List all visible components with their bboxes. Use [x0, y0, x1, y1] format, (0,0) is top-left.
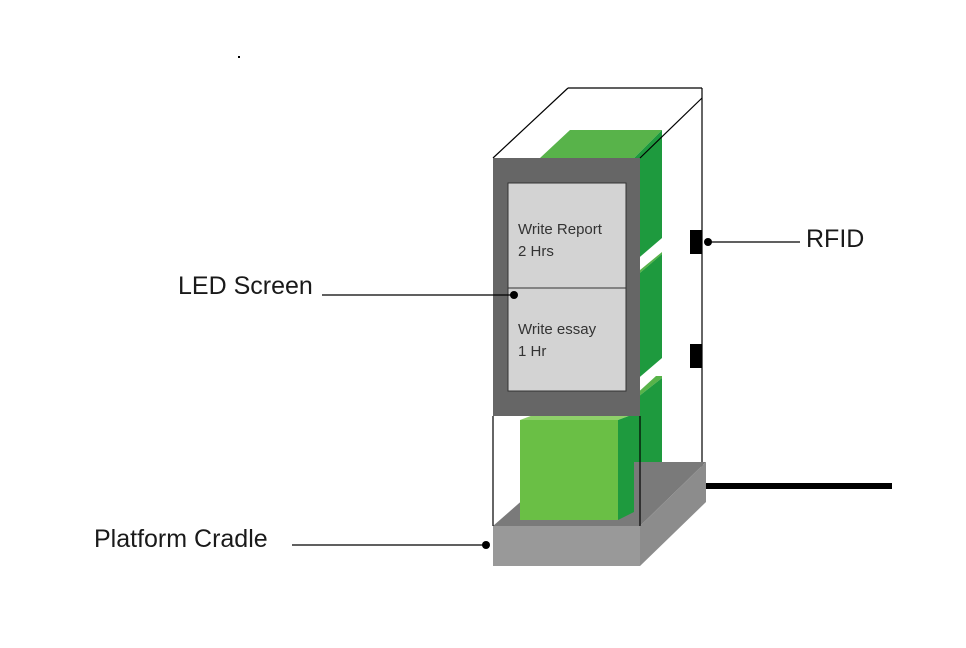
- led-leader-dot: [510, 291, 518, 299]
- task-1-duration: 2 Hrs: [518, 243, 554, 260]
- block-middle-top: [634, 252, 662, 278]
- rfid-label: RFID: [806, 225, 864, 253]
- block-top-face: [540, 130, 662, 158]
- block-top-side: [634, 130, 662, 262]
- platform-cradle-label: Platform Cradle: [94, 525, 268, 553]
- task-1-name: Write Report: [518, 221, 603, 238]
- platform-leader-dot: [482, 541, 490, 549]
- callout-led-screen: LED Screen: [178, 272, 518, 300]
- task-2-duration: 1 Hr: [518, 343, 546, 360]
- screen-panel: [507, 182, 627, 392]
- block-lower-top: [634, 376, 662, 400]
- glass-case-back: [492, 87, 703, 470]
- platform-front-face: [493, 526, 640, 566]
- block-bottom-front: [520, 420, 618, 520]
- stray-mark: [238, 56, 240, 58]
- platform-side-face: [640, 462, 706, 566]
- block-bottom-side: [618, 414, 634, 520]
- led-screen-label: LED Screen: [178, 272, 313, 300]
- led-screen: Write Report 2 Hrs Write essay 1 Hr: [493, 158, 640, 416]
- rfid-tag-lower: [690, 344, 702, 368]
- block-middle-side: [634, 254, 662, 382]
- callout-rfid: RFID: [704, 225, 864, 253]
- rfid-tag-upper: [690, 230, 702, 254]
- glass-case-front: [492, 97, 703, 526]
- callout-platform-cradle: Platform Cradle: [94, 525, 490, 553]
- block-bottom: [520, 414, 634, 520]
- task-2-name: Write essay: [518, 321, 597, 338]
